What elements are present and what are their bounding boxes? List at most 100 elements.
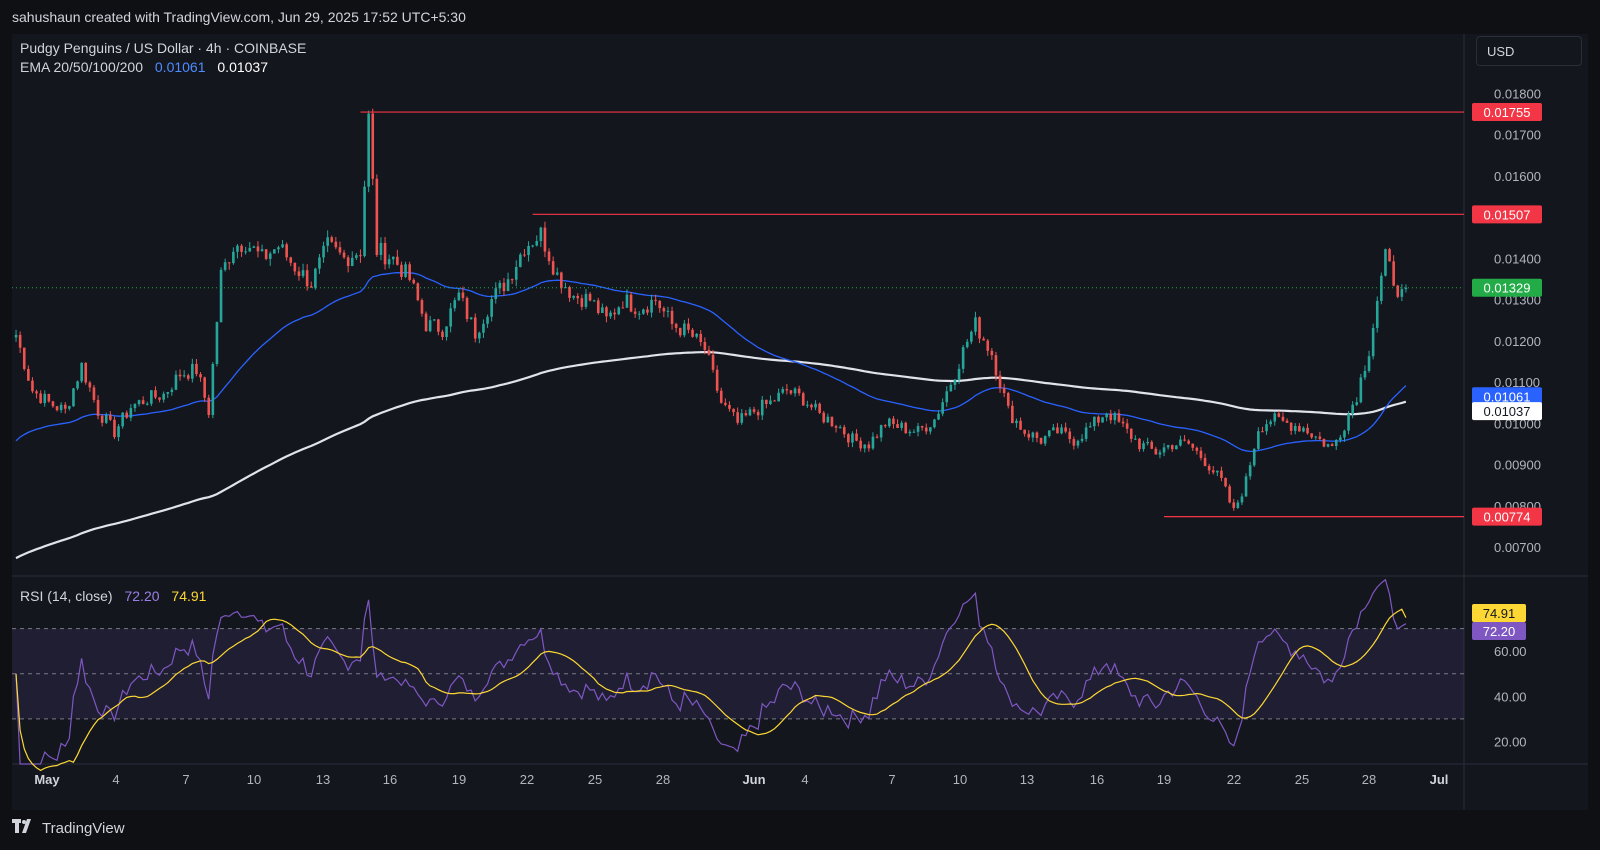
candle-body [683, 323, 686, 336]
candle [1339, 434, 1342, 443]
candle [1322, 438, 1326, 448]
ema-price-label: 0.01037 [1484, 404, 1531, 419]
candle [498, 280, 502, 295]
candle-body [933, 419, 936, 428]
candle [113, 416, 116, 440]
candle [523, 249, 526, 258]
candle-body [1179, 439, 1182, 446]
candle-body [72, 388, 75, 407]
candle [998, 370, 1002, 393]
candle [1097, 415, 1100, 427]
candle-body [1142, 443, 1145, 450]
price-chart-svg[interactable]: 0.007000.008000.009000.010000.011000.012… [12, 34, 1588, 810]
candle [760, 395, 764, 421]
candle [14, 329, 18, 342]
candle-body [654, 299, 657, 301]
candle-body [441, 331, 444, 338]
candle [514, 260, 518, 287]
candle [260, 244, 264, 252]
time-tick-label: 28 [656, 772, 670, 787]
price-tick-label: 0.01600 [1494, 169, 1541, 184]
candle [1232, 498, 1236, 511]
candle-body [1199, 450, 1203, 458]
candle-body [96, 399, 100, 416]
candle-body [674, 323, 678, 328]
candle [572, 295, 575, 300]
candle [543, 221, 547, 258]
candle [72, 387, 75, 407]
candle [920, 425, 924, 431]
candle [1191, 443, 1195, 451]
candle [1179, 435, 1182, 447]
candle [806, 400, 809, 409]
candle-body [1343, 430, 1346, 438]
candle-body [929, 427, 932, 432]
candle-body [494, 288, 498, 299]
candle [367, 110, 370, 193]
candle-body [666, 310, 670, 312]
candle-body [1076, 440, 1080, 446]
candle [1359, 373, 1363, 404]
candle [1011, 400, 1014, 424]
chart-panel[interactable]: 0.00700 0.00800 0.00900 0.01000 0.01100 0.012… [12, 34, 1588, 810]
currency-selector-button[interactable]: USD [1476, 36, 1582, 66]
candle [736, 407, 739, 425]
rsi-line [15, 578, 1407, 765]
candle [182, 370, 186, 378]
candle [104, 412, 108, 425]
candle [84, 362, 88, 385]
candle [855, 429, 858, 442]
candle-body [359, 255, 362, 257]
candle [982, 336, 985, 341]
candle-body [760, 399, 764, 416]
candle [314, 267, 317, 290]
candle-body [453, 300, 457, 309]
candle [22, 347, 26, 371]
candle [39, 390, 42, 404]
candle-body [326, 237, 329, 246]
candle [978, 316, 981, 344]
candle [137, 399, 141, 407]
candle-body [678, 327, 682, 336]
candle [1269, 419, 1272, 427]
candle [379, 237, 383, 261]
candle-body [215, 322, 219, 364]
candle-body [1396, 285, 1400, 297]
candle [847, 432, 850, 448]
candle-body [1302, 427, 1305, 432]
candle-body [871, 436, 875, 449]
candle [838, 424, 842, 429]
candle [896, 419, 899, 429]
candle-body [601, 307, 604, 313]
price-tick-label: 0.01700 [1494, 128, 1541, 143]
candle [642, 308, 645, 315]
candle [662, 306, 666, 318]
candle-body [1187, 440, 1190, 444]
candle [1355, 397, 1359, 407]
candle-body [961, 347, 965, 369]
candle [1371, 323, 1375, 360]
candle [900, 420, 903, 431]
candle [264, 249, 268, 261]
candle-body [1084, 427, 1088, 439]
candle-body [1068, 431, 1072, 440]
candle [445, 326, 448, 341]
candle-body [350, 257, 354, 267]
candle-body [1080, 438, 1084, 441]
candle-body [166, 392, 170, 394]
candle [371, 108, 375, 186]
price-tick-label: 0.00900 [1494, 458, 1541, 473]
candle [670, 306, 674, 330]
candle [1150, 440, 1154, 450]
candle [1314, 435, 1318, 440]
candle-body [244, 251, 247, 253]
rsi-label: RSI (14, close) [20, 588, 113, 604]
candle [683, 320, 686, 338]
candle-body [728, 404, 731, 409]
candle-body [744, 413, 748, 416]
candle [1166, 444, 1170, 450]
candle-body [613, 312, 616, 315]
price-tick-label: 0.01100 [1494, 375, 1540, 390]
candle-body [998, 375, 1002, 389]
candle-body [699, 333, 703, 342]
